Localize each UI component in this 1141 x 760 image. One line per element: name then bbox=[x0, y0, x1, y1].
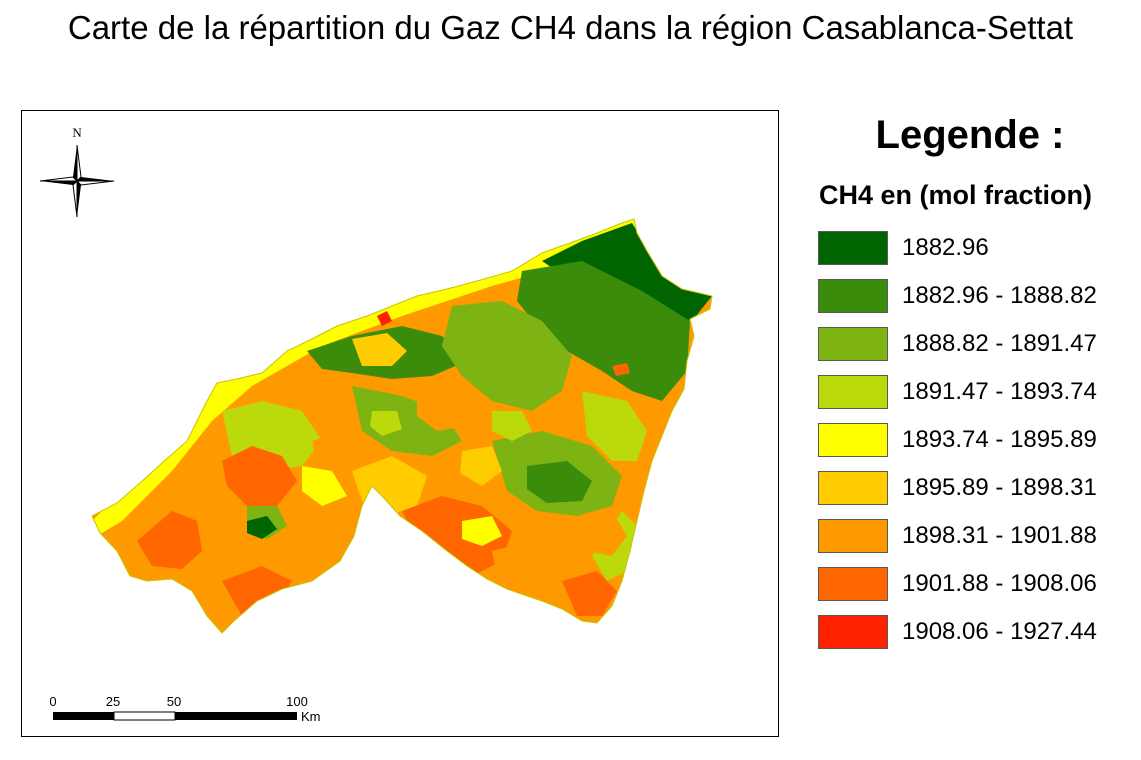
legend-label: 1882.96 - 1888.82 bbox=[902, 282, 1097, 309]
legend-label: 1895.89 - 1898.31 bbox=[902, 474, 1097, 501]
ch4-zone bbox=[312, 431, 372, 479]
legend-item: 1893.74 - 1895.89 bbox=[818, 416, 1097, 464]
scale-tick-25: 25 bbox=[106, 694, 120, 709]
scale-bar: 0 25 50 100 Km bbox=[49, 694, 320, 724]
legend-label: 1893.74 - 1895.89 bbox=[902, 426, 1097, 453]
legend-swatch bbox=[818, 423, 888, 457]
ch4-zone bbox=[542, 223, 712, 321]
ch4-zone bbox=[352, 333, 407, 366]
legend-swatch bbox=[818, 615, 888, 649]
legend-item: 1898.31 - 1901.88 bbox=[818, 512, 1097, 560]
ch4-zone bbox=[302, 466, 347, 506]
map-canvas: N 0 25 50 100 Km bbox=[39, 125, 713, 724]
scale-tick-0: 0 bbox=[49, 694, 56, 709]
ch4-zone bbox=[462, 516, 502, 546]
north-arrow: N bbox=[39, 125, 115, 218]
legend-item: 1891.47 - 1893.74 bbox=[818, 368, 1097, 416]
ch4-zone bbox=[492, 541, 577, 601]
ch4-zone bbox=[417, 381, 477, 431]
legend-swatch bbox=[818, 471, 888, 505]
scale-tick-100: 100 bbox=[286, 694, 308, 709]
legend-item: 1888.82 - 1891.47 bbox=[818, 320, 1097, 368]
legend-item: 1901.88 - 1908.06 bbox=[818, 560, 1097, 608]
ch4-zone bbox=[612, 363, 630, 376]
legend-item: 1882.96 bbox=[818, 224, 1097, 272]
map-title: Carte de la répartition du Gaz CH4 dans … bbox=[67, 9, 1074, 46]
ch4-zone bbox=[517, 261, 690, 401]
legend-label: 1908.06 - 1927.44 bbox=[902, 618, 1097, 645]
ch4-zone bbox=[582, 391, 647, 461]
ch4-zone bbox=[527, 461, 592, 503]
ch4-zone bbox=[137, 511, 202, 569]
legend-title: Legende : bbox=[875, 113, 1065, 157]
legend-label: 1888.82 - 1891.47 bbox=[902, 330, 1097, 357]
legend-subtitle: CH4 en (mol fraction) bbox=[819, 180, 1093, 210]
map-frame: N 0 25 50 100 Km bbox=[21, 110, 779, 737]
ch4-zone bbox=[402, 496, 512, 576]
legend-swatch bbox=[818, 519, 888, 553]
scale-tick-50: 50 bbox=[167, 694, 181, 709]
legend-label: 1891.47 - 1893.74 bbox=[902, 378, 1097, 405]
region-outline bbox=[91, 218, 713, 634]
ch4-zone bbox=[370, 411, 402, 436]
ch4-zone bbox=[460, 446, 502, 486]
legend-list: 1882.96 1882.96 - 1888.82 1888.82 - 1891… bbox=[818, 224, 1097, 656]
ch4-zone bbox=[492, 411, 532, 441]
ch4-zone bbox=[352, 386, 462, 456]
ch4-zone bbox=[247, 516, 277, 539]
legend-swatch bbox=[818, 567, 888, 601]
scale-unit: Km bbox=[301, 709, 321, 724]
ch4-zone bbox=[582, 511, 627, 556]
ch4-zone bbox=[377, 311, 392, 326]
legend-swatch bbox=[818, 231, 888, 265]
ch4-zone bbox=[222, 446, 297, 506]
ch4-zones bbox=[92, 219, 712, 616]
ch4-zone bbox=[562, 571, 617, 616]
legend-swatch bbox=[818, 327, 888, 361]
region-map bbox=[92, 219, 712, 633]
legend-label: 1898.31 - 1901.88 bbox=[902, 522, 1097, 549]
legend-swatch bbox=[818, 279, 888, 313]
legend-item: 1895.89 - 1898.31 bbox=[818, 464, 1097, 512]
north-label: N bbox=[72, 125, 82, 140]
legend-label: 1901.88 - 1908.06 bbox=[902, 570, 1097, 597]
ch4-zone bbox=[442, 301, 572, 411]
legend-item: 1908.06 - 1927.44 bbox=[818, 608, 1097, 656]
legend-item: 1882.96 - 1888.82 bbox=[818, 272, 1097, 320]
legend-swatch bbox=[818, 375, 888, 409]
legend-label: 1882.96 bbox=[902, 234, 989, 261]
